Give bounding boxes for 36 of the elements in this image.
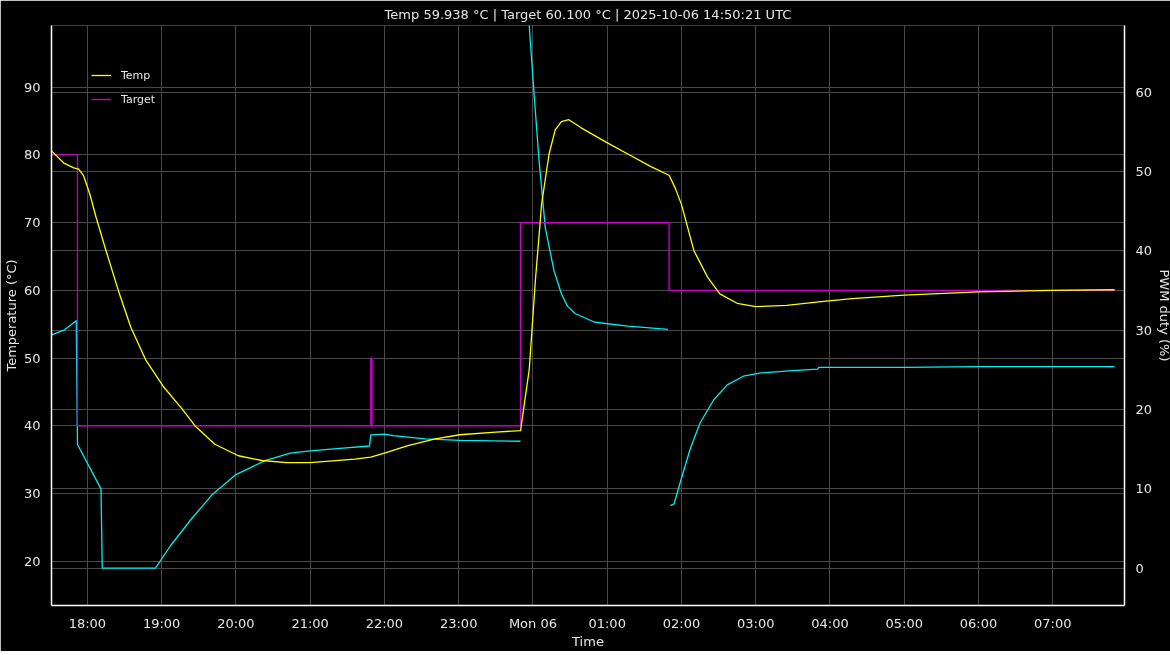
x-tick-label: 01:00 (588, 615, 626, 631)
y2-tick-label: 0 (1135, 560, 1144, 576)
x-axis-title: Time (571, 633, 604, 649)
x-tick-label: Mon 06 (508, 615, 557, 631)
y2-tick-label: 40 (1135, 243, 1153, 259)
y-tick-label: 30 (23, 486, 41, 502)
line-series (51, 119, 1116, 464)
x-tick-label: 02:00 (662, 615, 701, 631)
x-tick-label: 06:00 (959, 615, 998, 631)
x-tick-label: 18:00 (68, 615, 107, 631)
x-tick-label: 19:00 (142, 615, 181, 631)
y-tick-label: 40 (23, 418, 41, 434)
y-tick-label: 60 (23, 282, 41, 298)
y2-axis-title: PWM duty (%) (1157, 269, 1170, 362)
x-tick-label: 20:00 (217, 615, 255, 631)
legend-label: Target (121, 92, 156, 106)
y-tick-label: 50 (23, 350, 41, 366)
chart-title: Temp 59.938 °C | Target 60.100 °C | 2025-10-06 14:50:21 UTC (383, 6, 792, 22)
y2-tick-label: 50 (1135, 163, 1153, 179)
x-tick-label: 23:00 (439, 615, 478, 631)
y2-tick-label: 10 (1135, 481, 1153, 497)
y-tick-label: 70 (23, 215, 41, 231)
y-tick-label: 20 (23, 553, 41, 569)
x-tick-label: 04:00 (811, 615, 849, 631)
y-tick-label: 80 (23, 147, 41, 163)
x-tick-label: 21:00 (291, 615, 329, 631)
y2-tick-label: 60 (1135, 84, 1153, 100)
y2-tick-label: 30 (1135, 322, 1153, 338)
x-tick-label: 22:00 (365, 615, 404, 631)
x-tick-label: 07:00 (1033, 615, 1072, 631)
y-tick-label: 90 (23, 79, 41, 95)
x-tick-label: 05:00 (885, 615, 923, 631)
legend-label: Temp (121, 68, 151, 82)
x-tick-label: 03:00 (736, 615, 775, 631)
y2-tick-label: 20 (1135, 402, 1153, 418)
y-axis-title: Temperature (°C) (3, 259, 19, 373)
